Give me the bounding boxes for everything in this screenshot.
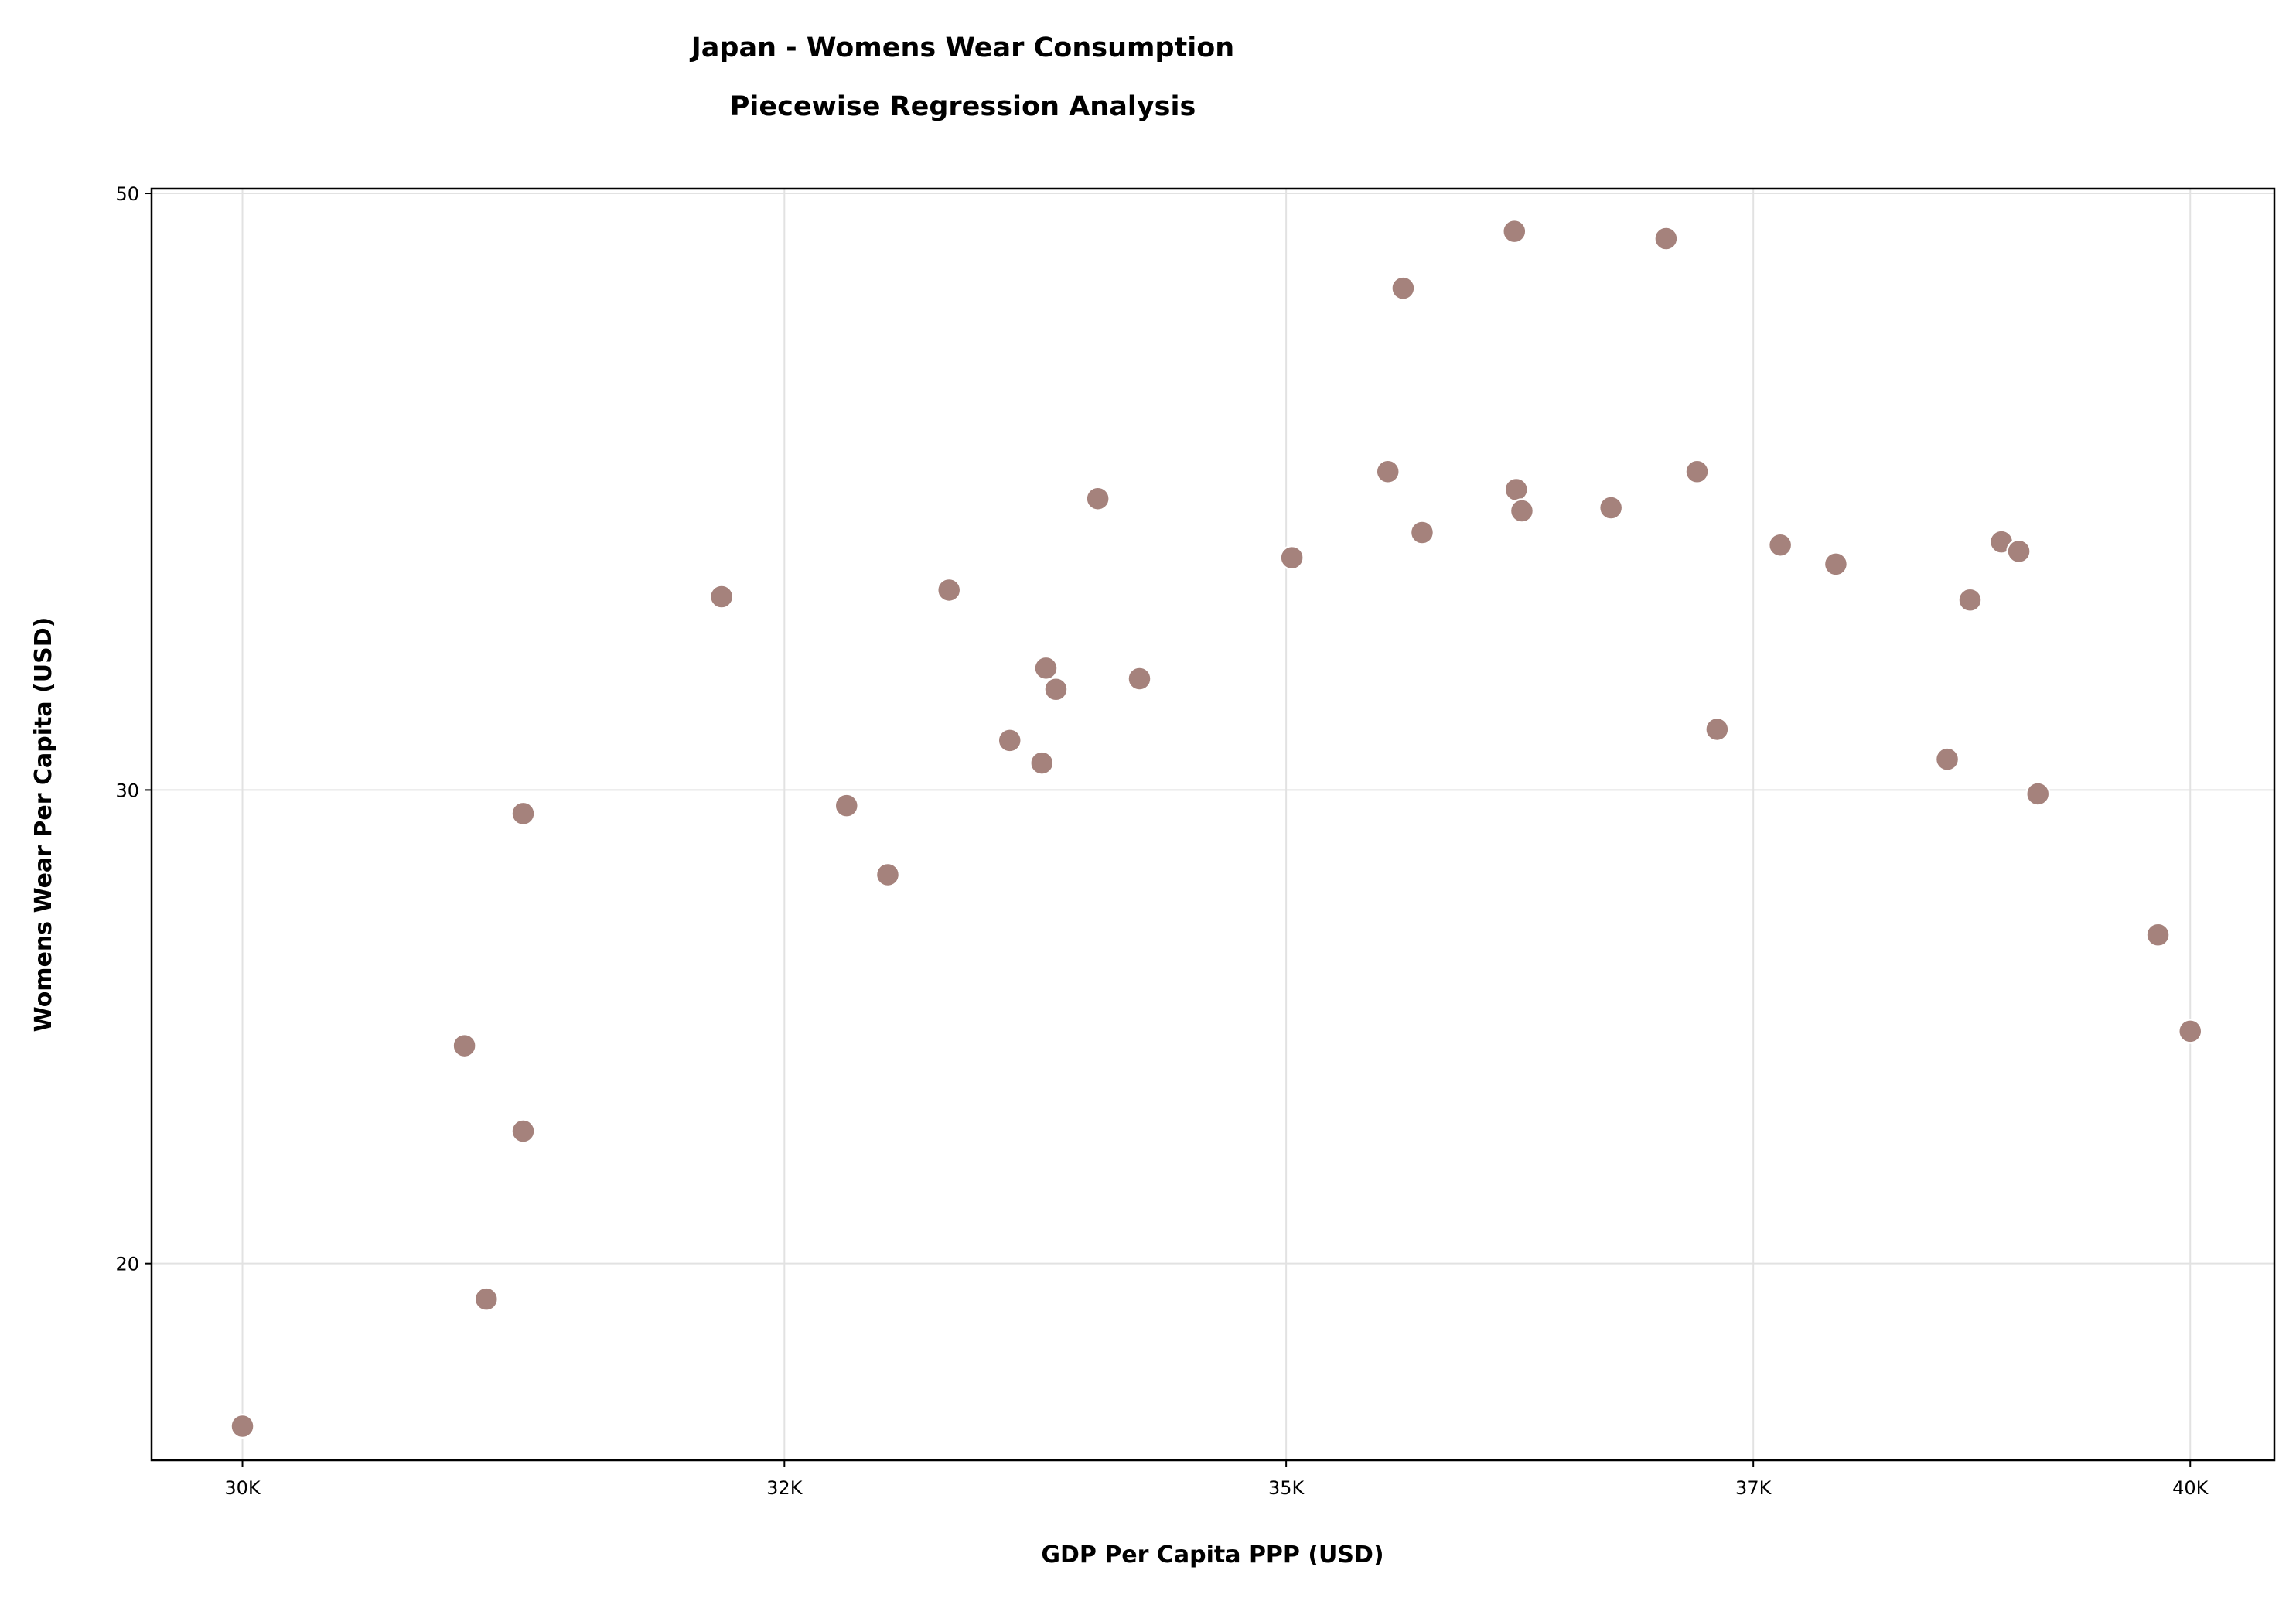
x-axis-ticks: 30K 32K 35K 37K 40K: [224, 1460, 2209, 1499]
data-point: [230, 1413, 255, 1439]
data-point: [1704, 716, 1730, 742]
data-point: [708, 584, 735, 609]
data-point: [1279, 544, 1305, 571]
data-point: [1957, 587, 1983, 613]
x-tick-label: 32K: [766, 1477, 803, 1499]
data-point: [2025, 781, 2051, 807]
data-point: [1598, 495, 1624, 521]
data-point: [452, 1033, 477, 1059]
data-point: [834, 793, 860, 818]
data-point: [1823, 551, 1849, 577]
data-point: [1375, 459, 1400, 485]
plot-area-frame: [150, 187, 2276, 1462]
grid-lines: [152, 189, 2274, 1460]
data-point: [875, 862, 901, 888]
chart-title-line-1: Japan - Womens Wear Consumption: [690, 32, 1234, 63]
x-axis-label: GDP Per Capita PPP (USD): [1041, 1541, 1383, 1569]
data-point: [1127, 666, 1152, 691]
x-tick-label: 40K: [2172, 1477, 2209, 1499]
data-point: [936, 577, 962, 603]
y-tick-label: 50: [115, 183, 139, 205]
data-point: [473, 1286, 500, 1312]
data-point: [2177, 1019, 2203, 1044]
chart-title-line-2: Piecewise Regression Analysis: [730, 91, 1196, 122]
data-point: [510, 800, 536, 827]
y-tick-label: 20: [115, 1254, 139, 1275]
data-point: [1085, 486, 1110, 511]
y-axis-ticks: 20 30 50: [115, 183, 152, 1275]
y-tick-label: 30: [115, 780, 139, 801]
data-point: [1033, 655, 1059, 681]
x-tick-label: 30K: [224, 1477, 261, 1499]
data-point: [997, 728, 1022, 753]
chart-title: Japan - Womens Wear Consumption Piecewis…: [690, 32, 1234, 122]
data-point: [2006, 538, 2032, 565]
data-points: [230, 218, 2203, 1439]
data-point: [1043, 677, 1069, 702]
data-point: [1503, 476, 1529, 503]
data-point: [1653, 226, 1679, 251]
x-tick-label: 35K: [1268, 1477, 1305, 1499]
x-tick-label: 37K: [1735, 1477, 1772, 1499]
data-point: [510, 1118, 536, 1144]
data-point: [1409, 520, 1435, 545]
data-point: [1502, 218, 1527, 244]
data-point: [1684, 459, 1710, 485]
data-point: [1509, 498, 1535, 524]
data-point: [1767, 532, 1793, 558]
y-axis-label: Womens Wear Per Capita (USD): [30, 617, 57, 1033]
data-point: [1390, 275, 1416, 301]
data-point: [1934, 746, 1960, 772]
data-point: [2145, 922, 2171, 947]
data-point: [1029, 750, 1055, 776]
